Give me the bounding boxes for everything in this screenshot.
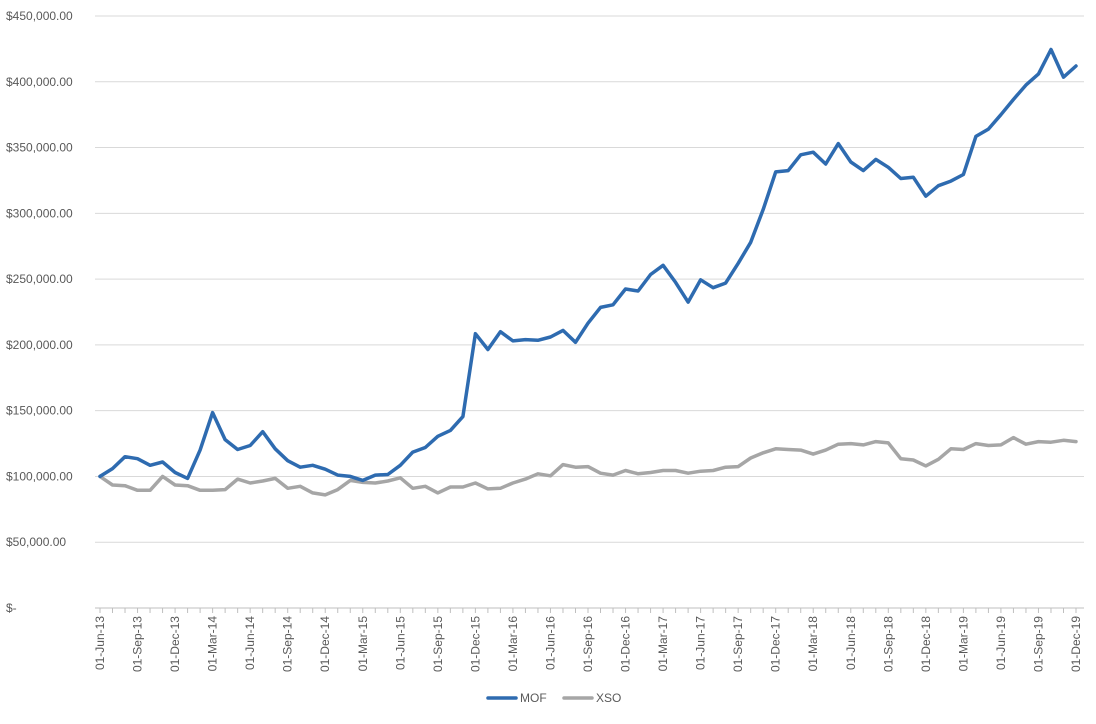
y-tick-label: $250,000.00	[6, 272, 73, 286]
y-tick-label: $300,000.00	[6, 206, 73, 220]
x-tick-label: 01-Sep-15	[431, 616, 445, 672]
x-tick-label: 01-Sep-16	[581, 616, 595, 672]
x-tick-label: 01-Dec-16	[619, 616, 633, 672]
x-tick-label: 01-Dec-17	[769, 616, 783, 672]
y-tick-label: $150,000.00	[6, 404, 73, 418]
y-axis: $- $50,000.00 $100,000.00 $150,000.00 $200,0…	[6, 9, 73, 615]
y-tick-label: $100,000.00	[6, 469, 73, 483]
y-tick-label: $350,000.00	[6, 141, 73, 155]
y-tick-label: $450,000.00	[6, 9, 73, 23]
legend-label-xso: XSO	[596, 691, 621, 705]
x-tick-label: 01-Sep-17	[731, 616, 745, 672]
series-line-mof	[98, 47, 1078, 483]
x-tick-label: 01-Dec-18	[919, 616, 933, 672]
x-tick-label: 01-Mar-16	[506, 616, 520, 672]
x-tick-label: 01-Jun-15	[393, 616, 407, 670]
x-tick-label: 01-Sep-14	[281, 616, 295, 672]
x-tick-label: 01-Sep-19	[1031, 616, 1045, 672]
x-tick-label: 01-Mar-15	[356, 616, 370, 672]
x-tick-label: 01-Mar-17	[656, 616, 670, 672]
x-tick-label: 01-Mar-18	[806, 616, 820, 672]
x-tick-label: 01-Jun-18	[844, 616, 858, 670]
x-axis: 01-Jun-13 01-Sep-13 01-Dec-13 01-Mar-14 01-J…	[93, 607, 1084, 672]
y-tick-label: $400,000.00	[6, 75, 73, 89]
series-lines	[98, 47, 1078, 497]
x-tick-label: 01-Dec-19	[1069, 616, 1083, 672]
x-tick-label: 01-Jun-17	[694, 616, 708, 670]
y-tick-label: $-	[6, 601, 17, 615]
x-tick-label: 01-Sep-18	[881, 616, 895, 672]
x-tick-label: 01-Sep-13	[131, 616, 145, 672]
y-tick-label: $200,000.00	[6, 338, 73, 352]
x-tick-label: 01-Dec-15	[468, 616, 482, 672]
x-tick-label: 01-Jun-13	[93, 616, 107, 670]
legend: MOF XSO	[486, 691, 621, 705]
x-tick-label: 01-Dec-13	[168, 616, 182, 672]
x-tick-label: 01-Mar-14	[206, 616, 220, 672]
x-tick-label: 01-Jun-14	[243, 616, 257, 670]
x-tick-label: 01-Dec-14	[318, 616, 332, 672]
x-tick-label: 01-Jun-16	[543, 616, 557, 670]
legend-label-mof: MOF	[520, 691, 547, 705]
gridlines	[95, 15, 1084, 543]
series-line-xso	[98, 435, 1078, 497]
y-tick-label: $50,000.00	[6, 535, 66, 549]
x-tick-label: 01-Mar-19	[956, 616, 970, 672]
x-tick-label: 01-Jun-19	[994, 616, 1008, 670]
